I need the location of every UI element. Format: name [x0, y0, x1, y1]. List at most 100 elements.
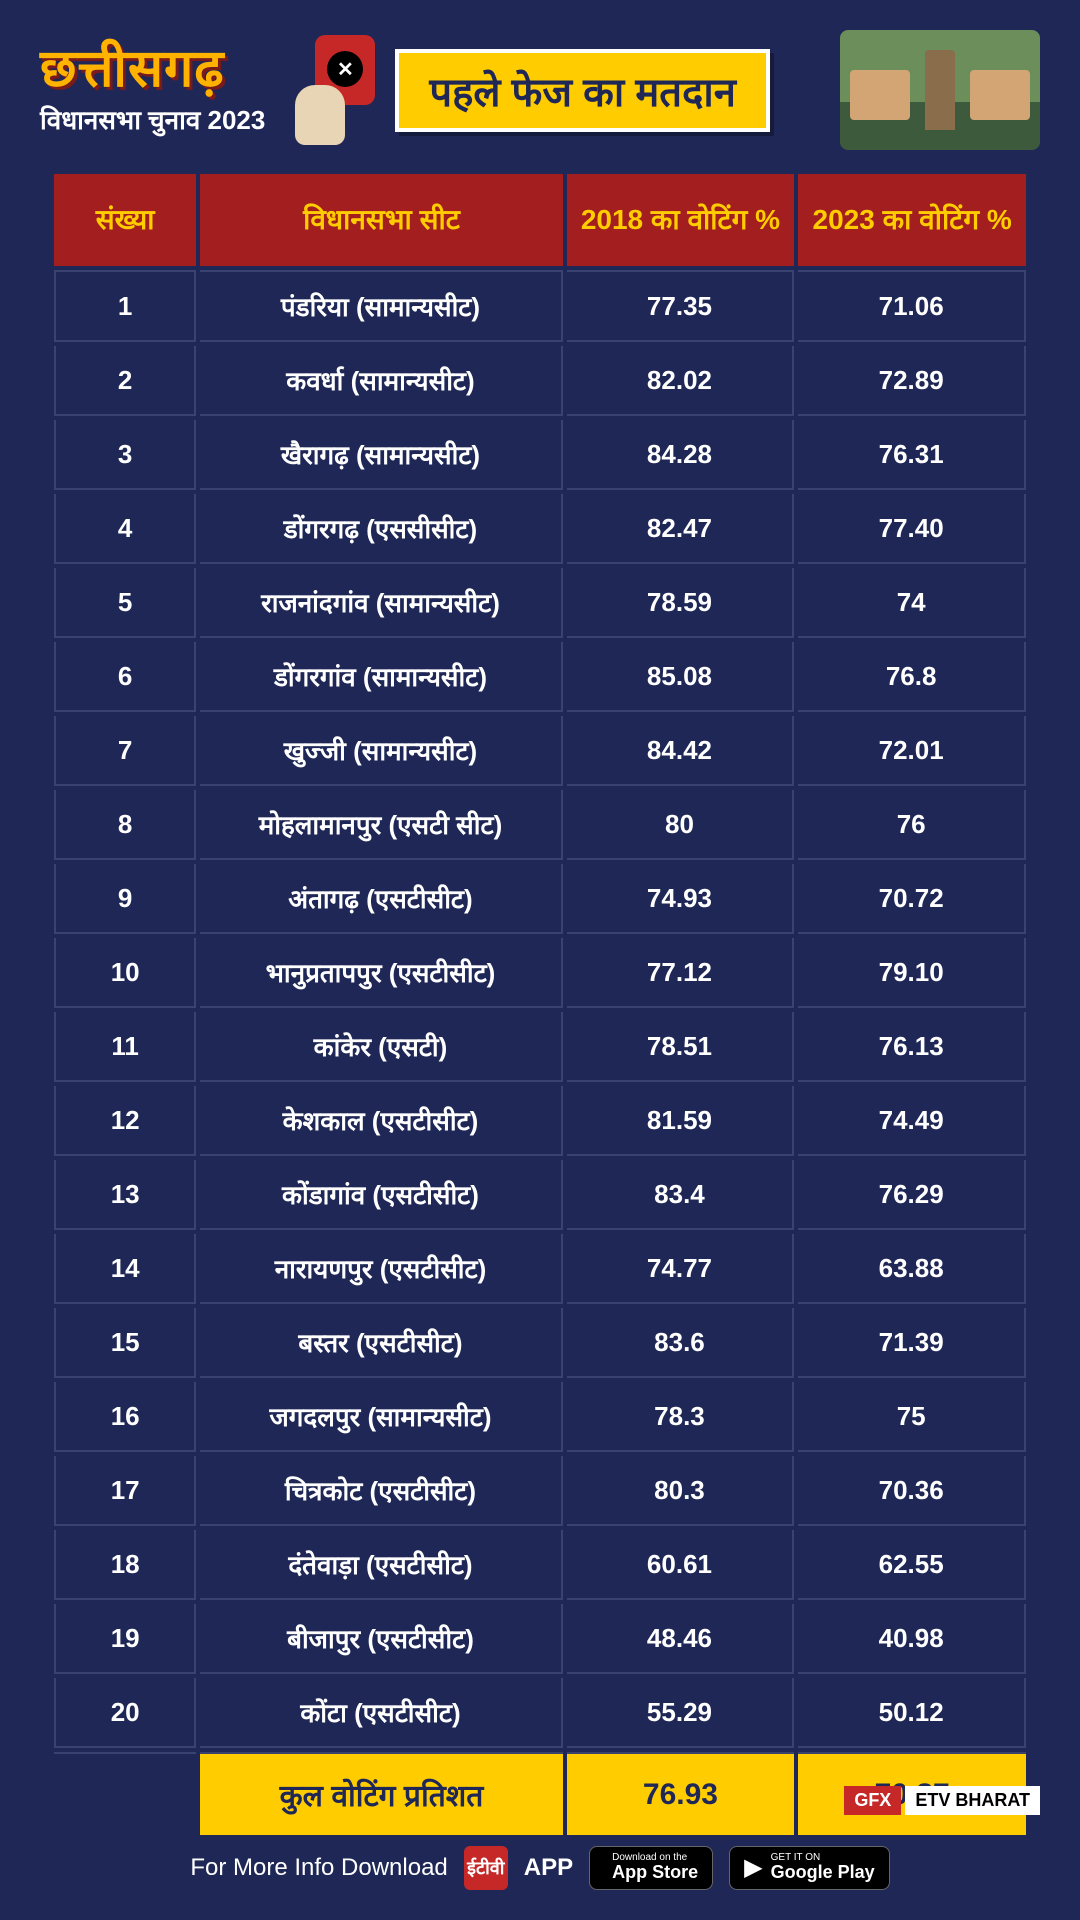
voting-2023: 70.72: [798, 864, 1026, 934]
voting-2023: 76.8: [798, 642, 1026, 712]
voting-2023: 74: [798, 568, 1026, 638]
voting-2023: 76: [798, 790, 1026, 860]
row-number: 1: [54, 270, 196, 342]
row-number: 15: [54, 1308, 196, 1378]
table-row: 14नारायणपुर (एसटीसीट)74.7763.88: [54, 1234, 1026, 1304]
voting-table-container: संख्याविधानसभा सीट2018 का वोटिंग %2023 क…: [0, 170, 1080, 1839]
download-text: For More Info Download: [190, 1854, 447, 1882]
column-header: 2018 का वोटिंग %: [567, 174, 795, 266]
voting-2018: 60.61: [567, 1530, 795, 1600]
seat-name: कांकेर (एसटी): [200, 1012, 562, 1082]
voting-2023: 79.10: [798, 938, 1026, 1008]
table-row: 13कोंडागांव (एसटीसीट)83.476.29: [54, 1160, 1026, 1230]
app-label: APP: [524, 1854, 573, 1882]
gfx-brand-tag: GFX ETV BHARAT: [844, 1786, 1040, 1815]
voting-2018: 78.51: [567, 1012, 795, 1082]
phase-banner: पहले फेज का मतदान: [395, 49, 770, 132]
download-row: For More Info Download ईटीवी APP Downloa…: [40, 1846, 1040, 1890]
title-block: छत्तीसगढ़ विधानसभा चुनाव 2023: [40, 43, 265, 137]
table-row: 5राजनांदगांव (सामान्यसीट)78.5974: [54, 568, 1026, 638]
row-number: 19: [54, 1604, 196, 1674]
seat-name: नारायणपुर (एसटीसीट): [200, 1234, 562, 1304]
table-row: 8मोहलामानपुर (एसटी सीट)8076: [54, 790, 1026, 860]
seat-name: खुज्जी (सामान्यसीट): [200, 716, 562, 786]
table-row: 2कवर्धा (सामान्यसीट)82.0272.89: [54, 346, 1026, 416]
row-number: 13: [54, 1160, 196, 1230]
play-icon: ▶: [744, 1853, 762, 1882]
seat-name: कोंडागांव (एसटीसीट): [200, 1160, 562, 1230]
row-number: 7: [54, 716, 196, 786]
voting-2023: 62.55: [798, 1530, 1026, 1600]
table-row: 15बस्तर (एसटीसीट)83.671.39: [54, 1308, 1026, 1378]
table-row: 9अंतागढ़ (एसटीसीट)74.9370.72: [54, 864, 1026, 934]
google-play-button[interactable]: ▶ GET IT ON Google Play: [729, 1846, 890, 1890]
column-header: संख्या: [54, 174, 196, 266]
voting-2018: 84.42: [567, 716, 795, 786]
seat-name: डोंगरगांव (सामान्यसीट): [200, 642, 562, 712]
voting-2018: 77.12: [567, 938, 795, 1008]
voting-2023: 75: [798, 1382, 1026, 1452]
assembly-building-image: [840, 30, 1040, 150]
voting-2018: 55.29: [567, 1678, 795, 1748]
voting-2018: 77.35: [567, 270, 795, 342]
table-row: 6डोंगरगांव (सामान्यसीट)85.0876.8: [54, 642, 1026, 712]
seat-name: बीजापुर (एसटीसीट): [200, 1604, 562, 1674]
row-number: 9: [54, 864, 196, 934]
row-number: 5: [54, 568, 196, 638]
app-store-button[interactable]: Download on the App Store: [589, 1846, 713, 1890]
row-number: 16: [54, 1382, 196, 1452]
voting-2018: 83.6: [567, 1308, 795, 1378]
voting-2023: 70.36: [798, 1456, 1026, 1526]
seat-name: मोहलामानपुर (एसटी सीट): [200, 790, 562, 860]
voting-2018: 84.28: [567, 420, 795, 490]
voting-2023: 71.06: [798, 270, 1026, 342]
table-row: 4डोंगरगढ़ (एससीसीट)82.4777.40: [54, 494, 1026, 564]
voting-2023: 40.98: [798, 1604, 1026, 1674]
voting-2018: 74.77: [567, 1234, 795, 1304]
voting-2018: 80: [567, 790, 795, 860]
table-row: 18दंतेवाड़ा (एसटीसीट)60.6162.55: [54, 1530, 1026, 1600]
row-number: 12: [54, 1086, 196, 1156]
voting-2018: 74.93: [567, 864, 795, 934]
voting-table: संख्याविधानसभा सीट2018 का वोटिंग %2023 क…: [50, 170, 1030, 1839]
table-row: 3खैरागढ़ (सामान्यसीट)84.2876.31: [54, 420, 1026, 490]
gfx-label: GFX: [844, 1786, 901, 1815]
voting-2018: 82.47: [567, 494, 795, 564]
seat-name: भानुप्रतापपुर (एसटीसीट): [200, 938, 562, 1008]
voting-2018: 82.02: [567, 346, 795, 416]
voting-2023: 71.39: [798, 1308, 1026, 1378]
voting-2023: 76.31: [798, 420, 1026, 490]
table-row: 10भानुप्रतापपुर (एसटीसीट)77.1279.10: [54, 938, 1026, 1008]
row-number: 17: [54, 1456, 196, 1526]
row-number: 8: [54, 790, 196, 860]
voting-2023: 72.89: [798, 346, 1026, 416]
voting-2018: 81.59: [567, 1086, 795, 1156]
etv-logo-icon: ईटीवी: [464, 1846, 508, 1890]
voting-2023: 74.49: [798, 1086, 1026, 1156]
seat-name: जगदलपुर (सामान्यसीट): [200, 1382, 562, 1452]
seat-name: अंतागढ़ (एसटीसीट): [200, 864, 562, 934]
seat-name: पंडरिया (सामान्यसीट): [200, 270, 562, 342]
voting-2018: 85.08: [567, 642, 795, 712]
row-number: 14: [54, 1234, 196, 1304]
table-row: 16जगदलपुर (सामान्यसीट)78.375: [54, 1382, 1026, 1452]
table-row: 19बीजापुर (एसटीसीट)48.4640.98: [54, 1604, 1026, 1674]
row-number: 2: [54, 346, 196, 416]
row-number: 18: [54, 1530, 196, 1600]
voting-2023: 76.13: [798, 1012, 1026, 1082]
voting-2018: 80.3: [567, 1456, 795, 1526]
footer: GFX ETV BHARAT For More Info Download ईट…: [0, 1796, 1080, 1920]
voting-2023: 77.40: [798, 494, 1026, 564]
table-row: 1पंडरिया (सामान्यसीट)77.3571.06: [54, 270, 1026, 342]
column-header: 2023 का वोटिंग %: [798, 174, 1026, 266]
header: छत्तीसगढ़ विधानसभा चुनाव 2023 ✕ पहले फेज…: [0, 0, 1080, 170]
seat-name: कवर्धा (सामान्यसीट): [200, 346, 562, 416]
row-number: 3: [54, 420, 196, 490]
table-row: 12केशकाल (एसटीसीट)81.5974.49: [54, 1086, 1026, 1156]
seat-name: दंतेवाड़ा (एसटीसीट): [200, 1530, 562, 1600]
column-header: विधानसभा सीट: [200, 174, 562, 266]
seat-name: खैरागढ़ (सामान्यसीट): [200, 420, 562, 490]
row-number: 4: [54, 494, 196, 564]
row-number: 6: [54, 642, 196, 712]
voting-2018: 48.46: [567, 1604, 795, 1674]
